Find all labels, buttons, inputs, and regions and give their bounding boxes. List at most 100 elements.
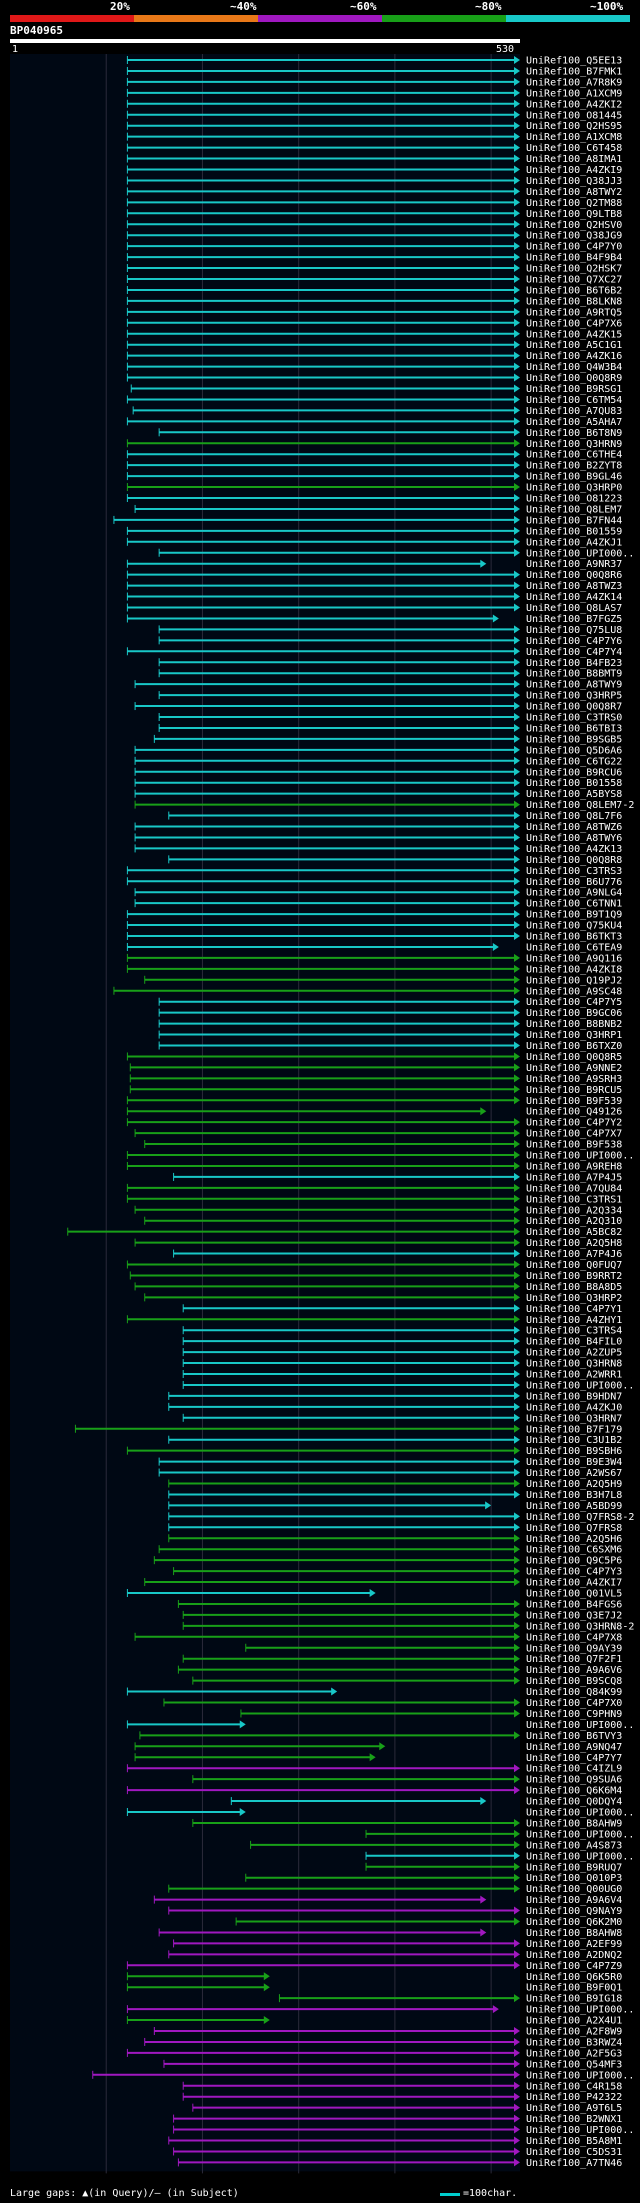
hit-label[interactable]: UniRef100_A4ZKI7 — [526, 1578, 622, 1589]
hit-label[interactable]: UniRef100_O81223 — [526, 494, 622, 505]
hit-label[interactable]: UniRef100_B4FIL0 — [526, 1337, 622, 1348]
hit-label[interactable]: UniRef100_Q2TM88 — [526, 198, 622, 209]
hit-label[interactable]: UniRef100_A2F5G3 — [526, 2048, 622, 2059]
hit-label[interactable]: UniRef100_A9Q116 — [526, 953, 622, 964]
hit-label[interactable]: UniRef100_B9HDN7 — [526, 1391, 622, 1402]
hit-label[interactable]: UniRef100_C4P7Y6 — [526, 636, 622, 647]
hit-label[interactable]: UniRef100_UPI000.. — [526, 1808, 634, 1819]
hit-label[interactable]: UniRef100_C3TRS0 — [526, 713, 622, 724]
hit-label[interactable]: UniRef100_Q0Q8R6 — [526, 570, 622, 581]
hit-label[interactable]: UniRef100_C4R158 — [526, 2081, 622, 2092]
hit-label[interactable]: UniRef100_C4P7X0 — [526, 1698, 622, 1709]
hit-label[interactable]: UniRef100_UPI000.. — [526, 2125, 634, 2136]
hit-label[interactable]: UniRef100_B01559 — [526, 526, 622, 537]
hit-label[interactable]: UniRef100_Q38JJ3 — [526, 176, 622, 187]
hit-label[interactable]: UniRef100_Q2HSV0 — [526, 220, 622, 231]
hit-label[interactable]: UniRef100_A7R8K9 — [526, 77, 622, 88]
hit-label[interactable]: UniRef100_B4F9B4 — [526, 253, 622, 264]
hit-label[interactable]: UniRef100_Q38JG9 — [526, 231, 622, 242]
hit-label[interactable]: UniRef100_A9NQ47 — [526, 1742, 622, 1753]
hit-label[interactable]: UniRef100_A5AHA7 — [526, 417, 622, 428]
hit-label[interactable]: UniRef100_Q010P3 — [526, 1873, 622, 1884]
hit-label[interactable]: UniRef100_B4FB23 — [526, 658, 622, 669]
hit-label[interactable]: UniRef100_Q3HRP2 — [526, 1293, 622, 1304]
hit-label[interactable]: UniRef100_Q9SUA6 — [526, 1775, 622, 1786]
hit-label[interactable]: UniRef100_B6T8N9 — [526, 428, 622, 439]
hit-label[interactable]: UniRef100_C4P7Y1 — [526, 1304, 622, 1315]
hit-label[interactable]: UniRef100_C9PHN9 — [526, 1709, 622, 1720]
hit-label[interactable]: UniRef100_C4P7X7 — [526, 1129, 622, 1140]
hit-label[interactable]: UniRef100_C6THE4 — [526, 450, 622, 461]
hit-label[interactable]: UniRef100_B9SCQ8 — [526, 1676, 622, 1687]
hit-label[interactable]: UniRef100_Q9C5P6 — [526, 1556, 622, 1567]
hit-label[interactable]: UniRef100_A4ZKI2 — [526, 99, 622, 110]
hit-label[interactable]: UniRef100_B8BNB2 — [526, 1019, 622, 1030]
hit-label[interactable]: UniRef100_A8TWZ6 — [526, 822, 622, 833]
hit-label[interactable]: UniRef100_UPI000.. — [526, 1829, 634, 1840]
hit-label[interactable]: UniRef100_Q3HRN8-2 — [526, 1621, 634, 1632]
hit-label[interactable]: UniRef100_A9SRH3 — [526, 1074, 622, 1085]
hit-label[interactable]: UniRef100_B6TVY3 — [526, 1731, 622, 1742]
hit-label[interactable]: UniRef100_B5A8M1 — [526, 2136, 622, 2147]
hit-label[interactable]: UniRef100_B9F539 — [526, 1096, 622, 1107]
hit-label[interactable]: UniRef100_UPI000.. — [526, 548, 634, 559]
hit-label[interactable]: UniRef100_B9RUQ7 — [526, 1862, 622, 1873]
hit-label[interactable]: UniRef100_Q2HSK7 — [526, 264, 622, 275]
hit-label[interactable]: UniRef100_A5BC82 — [526, 1227, 622, 1238]
hit-label[interactable]: UniRef100_Q3HRP1 — [526, 1030, 622, 1041]
hit-label[interactable]: UniRef100_A9RTQ5 — [526, 307, 622, 318]
hit-label[interactable]: UniRef100_A9NNE2 — [526, 1063, 622, 1074]
hit-label[interactable]: UniRef100_C4P7X8 — [526, 1632, 622, 1643]
hit-label[interactable]: UniRef100_O81445 — [526, 110, 622, 121]
hit-label[interactable]: UniRef100_C6T458 — [526, 143, 622, 154]
hit-label[interactable]: UniRef100_A7QU84 — [526, 1183, 622, 1194]
hit-label[interactable]: UniRef100_B9IG18 — [526, 1994, 622, 2005]
hit-label[interactable]: UniRef100_Q0DQY4 — [526, 1797, 622, 1808]
hit-label[interactable]: UniRef100_A2X4U1 — [526, 2016, 622, 2027]
hit-label[interactable]: UniRef100_Q8LAS7 — [526, 603, 622, 614]
hit-label[interactable]: UniRef100_Q7FRS8 — [526, 1523, 622, 1534]
hit-label[interactable]: UniRef100_A9SC48 — [526, 986, 622, 997]
hit-label[interactable]: UniRef100_B6T6B2 — [526, 285, 622, 296]
hit-label[interactable]: UniRef100_Q9NAY9 — [526, 1906, 622, 1917]
hit-label[interactable]: UniRef100_Q4W3B4 — [526, 362, 622, 373]
hit-label[interactable]: UniRef100_B9RCU6 — [526, 767, 622, 778]
hit-label[interactable]: UniRef100_A2Q5H6 — [526, 1534, 622, 1545]
hit-label[interactable]: UniRef100_Q3E7J2 — [526, 1610, 622, 1621]
hit-label[interactable]: UniRef100_B3H7L8 — [526, 1490, 622, 1501]
hit-label[interactable]: UniRef100_A4ZK15 — [526, 329, 622, 340]
hit-label[interactable]: UniRef100_A9NR37 — [526, 559, 622, 570]
hit-label[interactable]: UniRef100_Q54MF3 — [526, 2059, 622, 2070]
hit-label[interactable]: UniRef100_A5BD99 — [526, 1501, 622, 1512]
hit-label[interactable]: UniRef100_C6TEA9 — [526, 942, 622, 953]
hit-label[interactable]: UniRef100_A5C1G1 — [526, 340, 622, 351]
hit-label[interactable]: UniRef100_A4ZK16 — [526, 351, 622, 362]
hit-label[interactable]: UniRef100_B9SBH6 — [526, 1446, 622, 1457]
hit-label[interactable]: UniRef100_A2Q5H9 — [526, 1479, 622, 1490]
hit-label[interactable]: UniRef100_Q9AY39 — [526, 1643, 622, 1654]
hit-label[interactable]: UniRef100_Q84K99 — [526, 1687, 622, 1698]
hit-label[interactable]: UniRef100_Q5EE13 — [526, 56, 622, 67]
hit-label[interactable]: UniRef100_A8IMA1 — [526, 154, 622, 165]
hit-label[interactable]: UniRef100_P42322 — [526, 2092, 622, 2103]
hit-label[interactable]: UniRef100_A4ZKI9 — [526, 165, 622, 176]
hit-label[interactable]: UniRef100_Q7FRS8-2 — [526, 1512, 634, 1523]
hit-label[interactable]: UniRef100_Q0FUQ7 — [526, 1260, 622, 1271]
hit-label[interactable]: UniRef100_B9T1Q9 — [526, 910, 622, 921]
hit-label[interactable]: UniRef100_B8BMT9 — [526, 669, 622, 680]
hit-label[interactable]: UniRef100_A8TWY6 — [526, 833, 622, 844]
hit-label[interactable]: UniRef100_C5DS31 — [526, 2147, 622, 2158]
hit-label[interactable]: UniRef100_C6TG22 — [526, 756, 622, 767]
hit-label[interactable]: UniRef100_C4P7Y7 — [526, 1753, 622, 1764]
hit-label[interactable]: UniRef100_Q49126 — [526, 1107, 622, 1118]
hit-label[interactable]: UniRef100_B8LKN8 — [526, 296, 622, 307]
hit-label[interactable]: UniRef100_Q0Q8R5 — [526, 1052, 622, 1063]
hit-label[interactable]: UniRef100_A2Q334 — [526, 1205, 622, 1216]
hit-label[interactable]: UniRef100_A4ZKJ0 — [526, 1402, 622, 1413]
hit-label[interactable]: UniRef100_C6SXM6 — [526, 1545, 622, 1556]
hit-label[interactable]: UniRef100_A2DNQ2 — [526, 1950, 622, 1961]
hit-label[interactable]: UniRef100_A4ZKI8 — [526, 964, 622, 975]
hit-label[interactable]: UniRef100_Q8LEM7 — [526, 504, 622, 515]
hit-label[interactable]: UniRef100_UPI000.. — [526, 1720, 634, 1731]
hit-label[interactable]: UniRef100_A8TWY9 — [526, 680, 622, 691]
